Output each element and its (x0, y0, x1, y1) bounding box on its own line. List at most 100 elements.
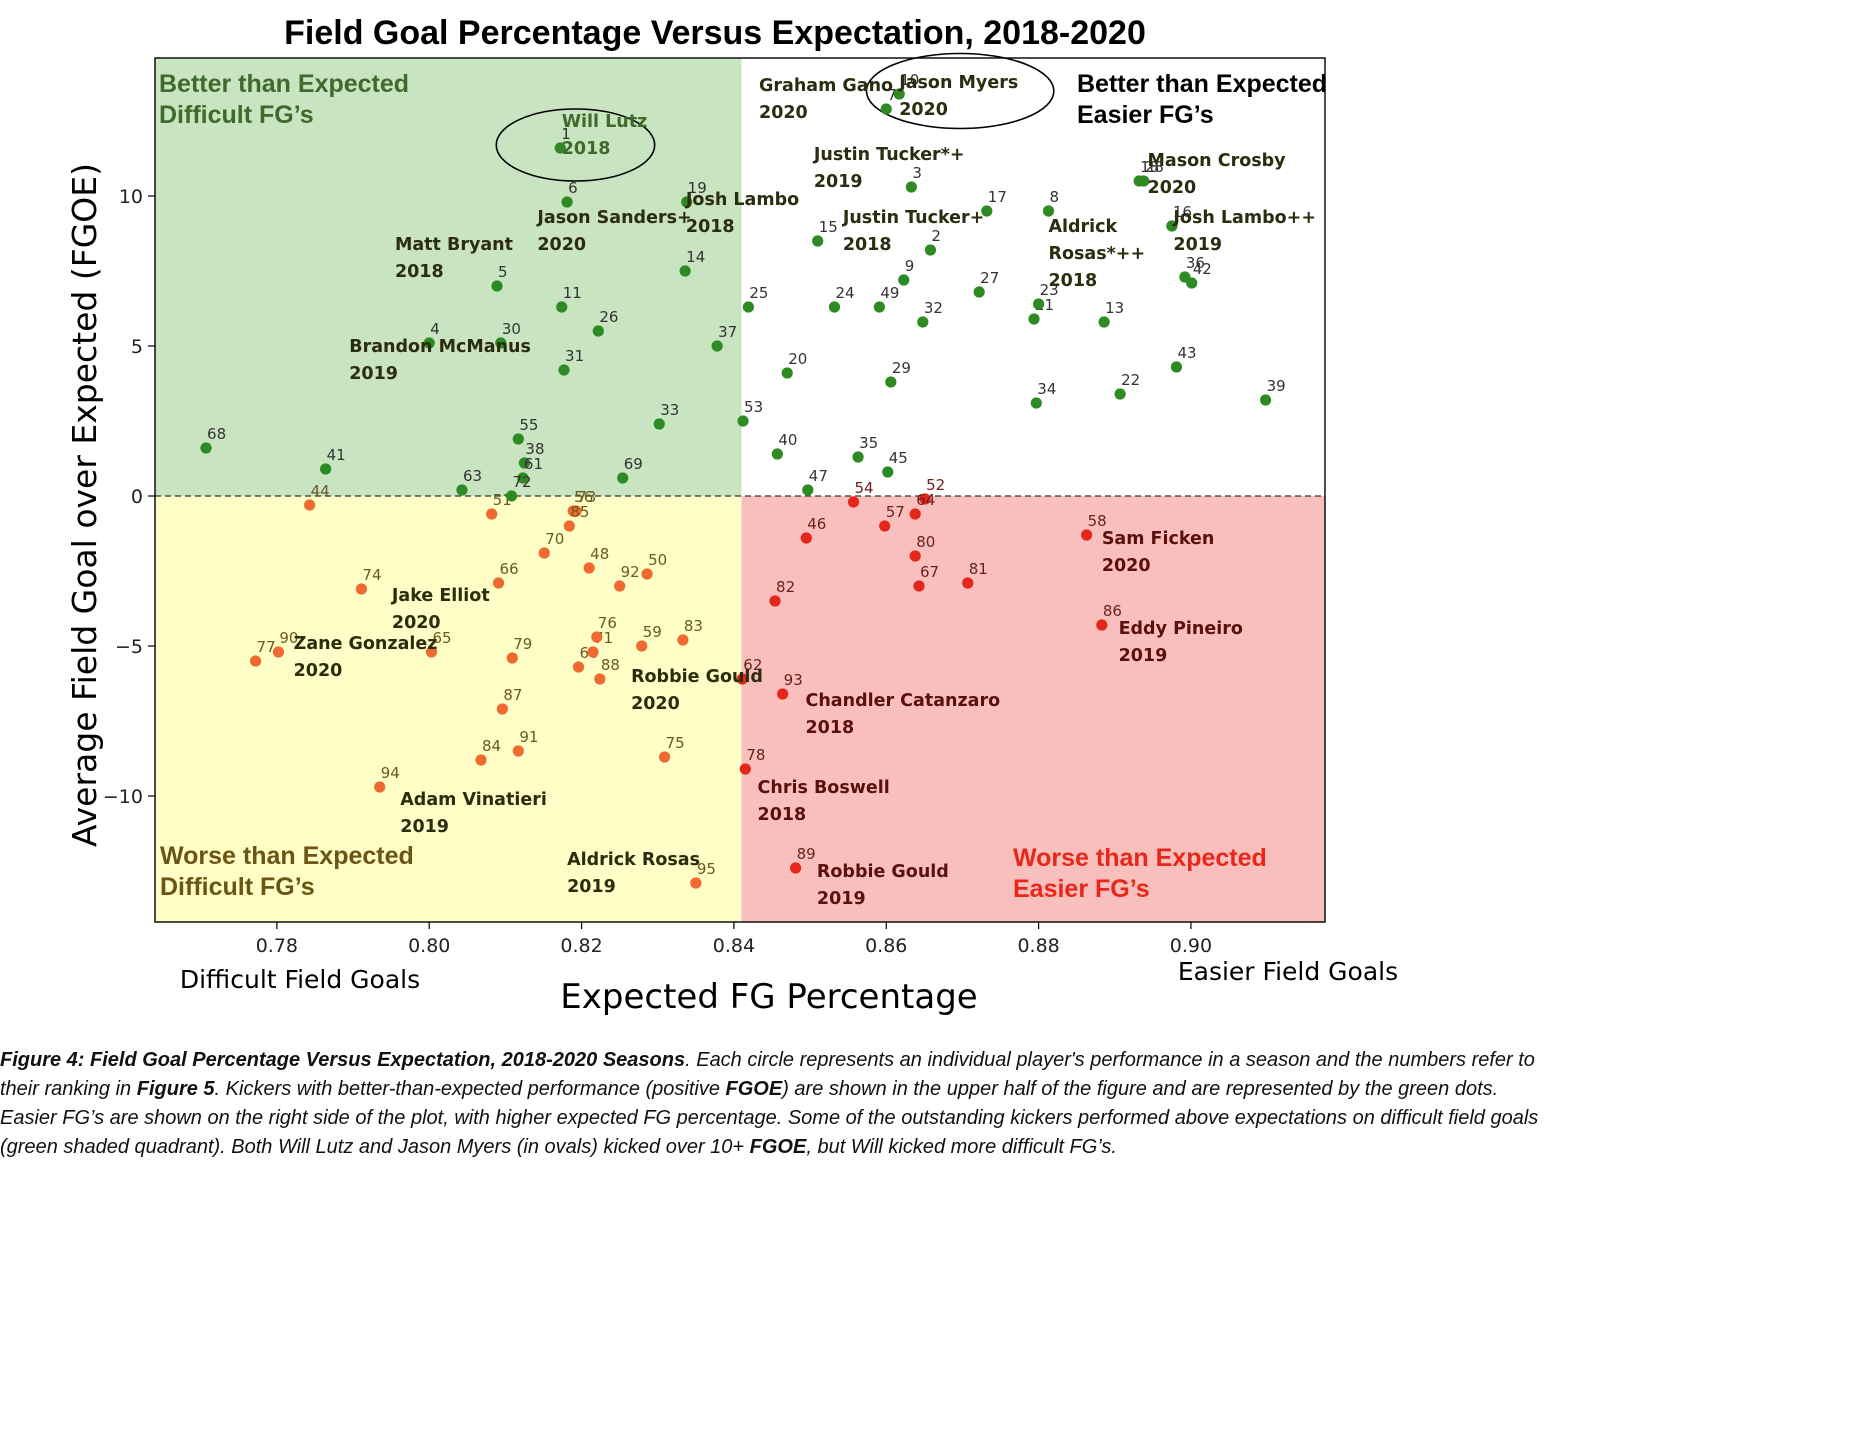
rank-label-87: 87 (503, 686, 522, 704)
rank-label-70: 70 (545, 530, 564, 548)
rank-label-63: 63 (463, 467, 482, 485)
rank-label-4: 4 (430, 320, 440, 338)
rank-label-1: 1 (561, 125, 571, 143)
rank-label-22: 22 (1121, 371, 1140, 389)
rank-label-31: 31 (565, 347, 584, 365)
rank-label-37: 37 (718, 323, 737, 341)
rank-label-45: 45 (889, 449, 908, 467)
rank-label-92: 92 (621, 563, 640, 581)
fgoe-scatter-chart: 0.78 0.80 0.82 0.84 0.86 0.88 0.90 −10 −5 0 5 10 1 2… (65, 14, 1398, 1017)
player-label-1: Will Lutz 2018 (562, 112, 648, 159)
rank-label-85: 85 (570, 503, 589, 521)
kicker-point-28 (1138, 175, 1150, 187)
y-axis-label: Average Field Goal over Expected (FGOE) (65, 163, 104, 847)
rank-label-80: 80 (916, 533, 935, 551)
quadrant-label-bottom-left: Worse than Expected Difficult FG’s (160, 842, 414, 901)
kicker-point-79 (506, 652, 518, 664)
player-label-22: Eddy Pineiro 2019 (1119, 619, 1243, 666)
kicker-point-91 (512, 745, 524, 757)
rank-label-90: 90 (279, 629, 298, 647)
caption-text-1: . Each circle represents an individual p… (0, 1049, 1535, 1100)
rank-label-52: 52 (926, 476, 945, 494)
rank-label-41: 41 (327, 446, 346, 464)
player-label-10: Josh Lambo++ 2019 (1172, 208, 1316, 255)
rank-label-68: 68 (207, 425, 226, 443)
kicker-point-86 (1096, 619, 1108, 631)
caption-label: Figure 4: Field Goal Percentage Versus E… (0, 1049, 686, 1071)
highlight-oval-1 (495, 108, 656, 182)
kicker-point-16 (1166, 220, 1178, 232)
kicker-point-75 (658, 751, 671, 763)
kicker-point-93 (777, 688, 789, 700)
rank-label-84: 84 (482, 737, 501, 755)
kicker-point-6 (561, 196, 573, 208)
kicker-point-60 (572, 661, 585, 673)
kicker-point-52 (919, 493, 931, 505)
player-label-6: Justin Tucker+ 2018 (842, 208, 984, 255)
kicker-point-61 (517, 472, 529, 484)
player-label-12: Brandon McManus 2019 (349, 337, 531, 384)
kicker-point-48 (583, 562, 595, 574)
rank-label-69: 69 (624, 455, 643, 473)
y-tick-label: 0 (131, 486, 143, 508)
rank-label-72: 72 (512, 473, 531, 491)
player-label-19: Adam Vinatieri 2019 (400, 790, 547, 837)
caption-text-3: ) are shown in the upper half of the fig… (0, 1078, 1539, 1158)
rank-label-36: 36 (1186, 254, 1205, 272)
y-tick-label: 5 (131, 336, 143, 358)
rank-label-39: 39 (1267, 377, 1286, 395)
rank-label-42: 42 (1193, 260, 1212, 278)
kicker-point-84 (475, 754, 487, 766)
kicker-point-45 (882, 466, 894, 478)
x-tick-label: 0.82 (560, 935, 602, 957)
rank-label-7: 7 (887, 86, 897, 104)
x-axis-label: Expected FG Percentage (560, 977, 977, 1017)
rank-label-27: 27 (980, 269, 999, 287)
rank-label-91: 91 (519, 728, 538, 746)
kicker-point-94 (374, 781, 386, 793)
kicker-point-4 (423, 337, 435, 349)
player-label-7: Josh Lambo 2018 (685, 190, 799, 237)
rank-label-29: 29 (892, 359, 911, 377)
kicker-point-47 (802, 484, 814, 496)
caption-text-4: , but Will kicked more difficult FG’s. (806, 1136, 1117, 1158)
kicker-point-81 (962, 577, 974, 589)
player-label-5: Mason Crosby 2020 (1148, 151, 1287, 198)
player-label-4: Justin Tucker*+ 2019 (813, 145, 965, 192)
data-points: 1234567891011131415161718192021222324252… (200, 71, 1286, 889)
kicker-point-65 (425, 646, 438, 658)
y-tick-label: −10 (103, 786, 143, 808)
kicker-point-54 (847, 496, 860, 508)
rank-label-20: 20 (788, 350, 807, 368)
highlight-oval-2 (865, 52, 1055, 130)
caption-term-fgoe-1: FGOE (725, 1078, 783, 1100)
quadrant-bottom-left-bg (155, 496, 742, 922)
player-label-14: Zane Gonzalez 2020 (294, 634, 438, 681)
x-tick-label: 0.80 (408, 935, 450, 957)
kicker-point-59 (636, 640, 648, 652)
rank-label-83: 83 (684, 617, 703, 635)
player-label-9: Aldrick Rosas*++ 2018 (1048, 217, 1145, 291)
caption-term-fgoe-2: FGOE (749, 1136, 807, 1158)
rank-label-6: 6 (568, 179, 578, 197)
rank-label-65: 65 (433, 629, 452, 647)
figure-caption: Figure 4: Field Goal Percentage Versus E… (0, 1046, 1556, 1162)
kicker-point-35 (852, 451, 864, 463)
rank-label-49: 49 (880, 284, 899, 302)
kicker-point-15 (812, 235, 824, 247)
rank-label-44: 44 (311, 482, 330, 500)
kicker-point-24 (828, 301, 841, 313)
kicker-point-41 (320, 463, 332, 475)
kicker-point-40 (771, 448, 783, 460)
kicker-point-26 (592, 325, 604, 337)
kicker-point-50 (641, 568, 653, 580)
easier-fg-note: Easier Field Goals (1178, 957, 1398, 986)
kicker-point-55 (512, 433, 524, 445)
quadrant-top-left-bg (155, 58, 742, 496)
kicker-point-32 (917, 316, 929, 328)
rank-label-17: 17 (988, 188, 1007, 206)
rank-label-28: 28 (1145, 158, 1164, 176)
kicker-point-8 (1042, 205, 1055, 217)
kicker-point-17 (981, 205, 993, 217)
kicker-point-92 (614, 580, 626, 592)
